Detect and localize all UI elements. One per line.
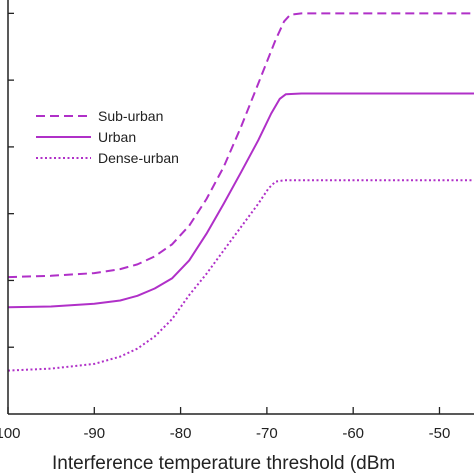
axes xyxy=(7,0,474,415)
legend-label: Sub-urban xyxy=(98,108,163,124)
x-tick-label: -50 xyxy=(429,425,451,442)
series-line-urban xyxy=(7,92,474,309)
x-tick-label: -90 xyxy=(83,425,105,442)
x-tick-label: -60 xyxy=(342,425,364,442)
legend-label: Dense-urban xyxy=(98,150,179,166)
x-tick-label: 100 xyxy=(0,425,21,442)
legend-label: Urban xyxy=(98,129,136,145)
series-line-dense-urban xyxy=(7,179,474,372)
series-line-sub-urban xyxy=(7,12,474,279)
x-tick-label: -80 xyxy=(170,425,192,442)
x-axis-title: Interference temperature threshold (dBm xyxy=(52,453,395,474)
legend: Sub-urban Urban Dense-urban xyxy=(36,108,179,166)
plot-area xyxy=(7,12,474,372)
tick-labels: 100 -90 -80 -70 -60 -50 xyxy=(0,425,450,442)
x-tick-label: -70 xyxy=(256,425,278,442)
